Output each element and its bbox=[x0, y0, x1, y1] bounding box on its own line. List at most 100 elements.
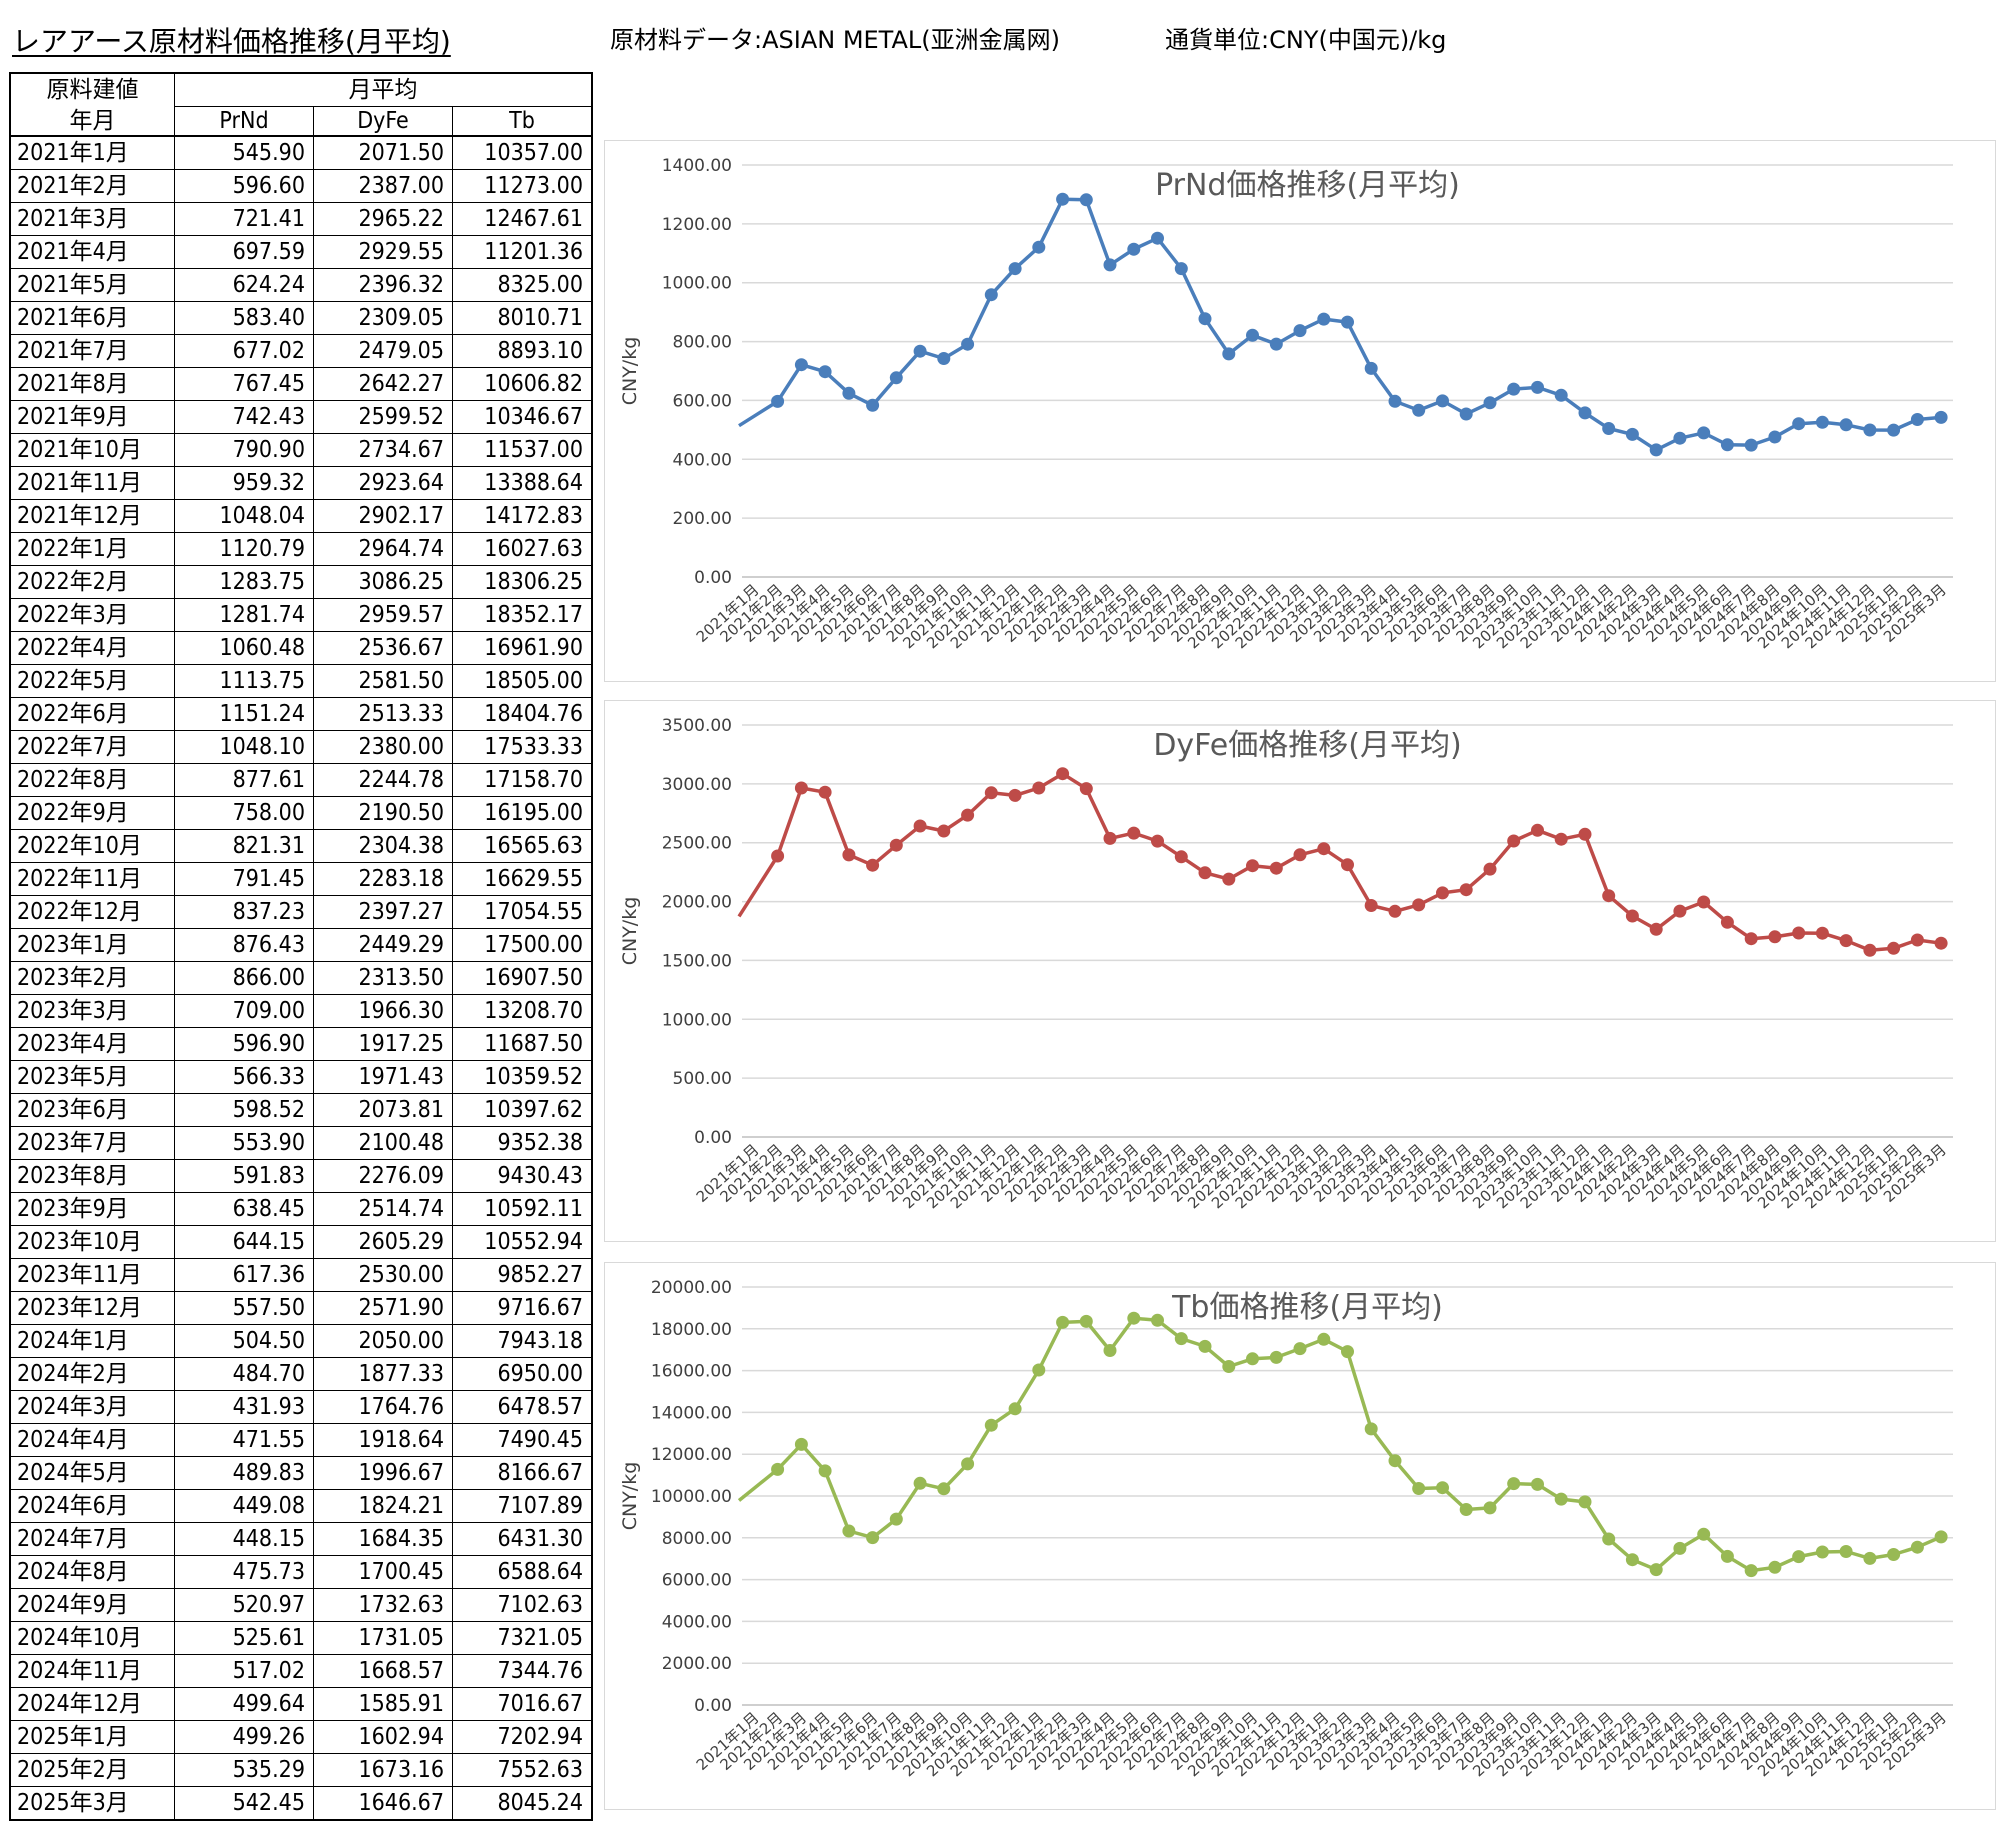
table-row: 2023年2月 866.00 2313.50 16907.50 bbox=[9, 961, 593, 995]
table-row: 2024年6月 449.08 1824.21 7107.89 bbox=[9, 1489, 593, 1523]
data-point bbox=[842, 1524, 856, 1538]
data-point bbox=[1531, 1477, 1544, 1491]
data-point bbox=[794, 781, 808, 795]
series-line bbox=[737, 771, 1942, 953]
data-point bbox=[1341, 315, 1354, 329]
table-row: 2024年2月 484.70 1877.33 6950.00 bbox=[9, 1357, 593, 1391]
cell-prnd: 448.15 bbox=[174, 1522, 314, 1556]
cell-tb: 16907.50 bbox=[452, 961, 593, 995]
cell-dyfe: 2929.55 bbox=[313, 235, 453, 269]
data-point bbox=[1151, 231, 1164, 245]
cell-year-month: 2023年2月 bbox=[9, 961, 175, 995]
cell-year-month: 2024年11月 bbox=[9, 1654, 175, 1688]
data-point bbox=[1531, 823, 1544, 837]
chart-panel-dyfe: 0.00 500.00 1000.00 1500.00 2000.00 2500.00 30… bbox=[604, 700, 1996, 1242]
data-point bbox=[1269, 337, 1283, 351]
cell-tb: 11687.50 bbox=[452, 1027, 593, 1061]
y-tick-label: 2000.00 bbox=[662, 893, 732, 913]
cell-tb: 6478.57 bbox=[452, 1390, 593, 1424]
table-row: 2021年6月 583.40 2309.05 8010.71 bbox=[9, 301, 593, 335]
cell-dyfe: 1971.43 bbox=[313, 1060, 453, 1094]
cell-tb: 9716.67 bbox=[452, 1291, 593, 1325]
data-point bbox=[1079, 193, 1093, 207]
data-point bbox=[1151, 1313, 1164, 1327]
cell-dyfe: 2965.22 bbox=[313, 202, 453, 236]
y-tick-label: 2000.00 bbox=[662, 1654, 732, 1674]
data-point bbox=[1198, 866, 1212, 880]
data-point bbox=[1768, 430, 1782, 444]
data-point bbox=[1412, 1482, 1426, 1495]
cell-tb: 7102.63 bbox=[452, 1588, 593, 1622]
data-point bbox=[1673, 1541, 1687, 1555]
cell-prnd: 499.64 bbox=[174, 1687, 314, 1721]
y-tick-label: 800.00 bbox=[673, 333, 732, 353]
table-row: 2022年12月 837.23 2397.27 17054.55 bbox=[9, 895, 593, 929]
cell-prnd: 790.90 bbox=[174, 433, 314, 467]
data-point bbox=[1151, 834, 1164, 848]
cell-dyfe: 1824.21 bbox=[313, 1489, 453, 1523]
table-row: 2023年11月 617.36 2530.00 9852.27 bbox=[9, 1258, 593, 1292]
y-tick-label: 1500.00 bbox=[662, 951, 732, 971]
y-tick-label: 10000.00 bbox=[651, 1487, 732, 1507]
data-point bbox=[842, 848, 856, 862]
y-axis-label: CNY/kg bbox=[619, 337, 641, 406]
data-point bbox=[1792, 1550, 1806, 1564]
cell-year-month: 2024年12月 bbox=[9, 1687, 175, 1721]
cell-prnd: 697.59 bbox=[174, 235, 314, 269]
cell-dyfe: 1684.35 bbox=[313, 1522, 453, 1556]
data-point bbox=[1649, 1563, 1663, 1577]
currency-unit-label: 通貨単位:CNY(中国元)/kg bbox=[1165, 26, 1447, 54]
data-point bbox=[937, 824, 951, 838]
y-tick-label: 600.00 bbox=[673, 391, 732, 411]
data-point bbox=[1412, 898, 1426, 912]
data-point bbox=[1269, 861, 1283, 875]
table-row: 2024年8月 475.73 1700.45 6588.64 bbox=[9, 1555, 593, 1589]
col-header-tb: Tb bbox=[452, 106, 593, 137]
data-point bbox=[1744, 1564, 1758, 1578]
data-point bbox=[1507, 1477, 1521, 1491]
data-point bbox=[1863, 1551, 1877, 1565]
cell-prnd: 484.70 bbox=[174, 1357, 314, 1391]
data-point bbox=[913, 819, 927, 833]
cell-tb: 17158.70 bbox=[452, 763, 593, 797]
cell-dyfe: 1877.33 bbox=[313, 1357, 453, 1391]
cell-prnd: 489.83 bbox=[174, 1456, 314, 1490]
y-tick-label: 4000.00 bbox=[662, 1612, 732, 1632]
cell-year-month: 2023年1月 bbox=[9, 928, 175, 962]
cell-prnd: 449.08 bbox=[174, 1489, 314, 1523]
cell-prnd: 1120.79 bbox=[174, 532, 314, 566]
data-point bbox=[1531, 380, 1544, 394]
cell-prnd: 821.31 bbox=[174, 829, 314, 863]
cell-prnd: 1048.04 bbox=[174, 499, 314, 533]
cell-year-month: 2022年7月 bbox=[9, 730, 175, 764]
data-point bbox=[1792, 417, 1806, 431]
data-point bbox=[1364, 1422, 1378, 1436]
cell-dyfe: 3086.25 bbox=[313, 565, 453, 599]
data-point bbox=[1815, 1545, 1829, 1559]
data-point bbox=[1174, 850, 1188, 864]
cell-prnd: 499.26 bbox=[174, 1720, 314, 1754]
data-point bbox=[1720, 1549, 1734, 1563]
cell-dyfe: 2734.67 bbox=[313, 433, 453, 467]
cell-year-month: 2024年1月 bbox=[9, 1324, 175, 1358]
table-row: 2024年5月 489.83 1996.67 8166.67 bbox=[9, 1456, 593, 1490]
cell-tb: 17533.33 bbox=[452, 730, 593, 764]
series-line bbox=[737, 1316, 1942, 1573]
data-point bbox=[1364, 361, 1378, 375]
data-point bbox=[889, 371, 903, 385]
table-row: 2021年8月 767.45 2642.27 10606.82 bbox=[9, 367, 593, 401]
cell-tb: 18404.76 bbox=[452, 697, 593, 731]
cell-dyfe: 2530.00 bbox=[313, 1258, 453, 1292]
data-point bbox=[1839, 934, 1853, 948]
cell-year-month: 2021年11月 bbox=[9, 466, 175, 500]
table-row: 2024年11月 517.02 1668.57 7344.76 bbox=[9, 1654, 593, 1688]
data-point bbox=[866, 1531, 880, 1545]
y-tick-label: 16000.00 bbox=[651, 1362, 732, 1382]
cell-dyfe: 2513.33 bbox=[313, 697, 453, 731]
cell-prnd: 520.97 bbox=[174, 1588, 314, 1622]
cell-tb: 7552.63 bbox=[452, 1753, 593, 1787]
cell-tb: 18306.25 bbox=[452, 565, 593, 599]
data-point bbox=[1032, 1363, 1046, 1377]
cell-year-month: 2021年3月 bbox=[9, 202, 175, 236]
table-row: 2022年7月 1048.10 2380.00 17533.33 bbox=[9, 730, 593, 764]
